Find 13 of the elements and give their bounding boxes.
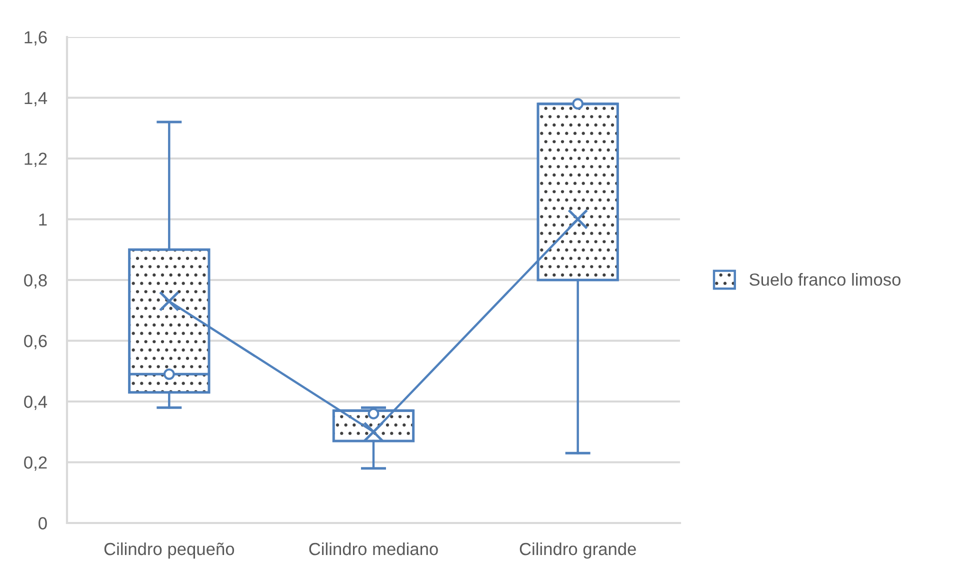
x-tick-label: Cilindro pequeño	[104, 542, 234, 559]
y-tick-label: 0,4	[24, 396, 48, 410]
y-tick-label: 1,2	[24, 152, 47, 168]
y-tick-label: 0,8	[24, 274, 47, 289]
y-tick-label: 0,6	[24, 334, 47, 350]
y-tick-label: 0	[38, 517, 47, 530]
y-tick-label: 1,4	[24, 92, 48, 106]
legend-label: Suelo franco limoso	[750, 272, 900, 286]
x-tick-label: Cilindro mediano	[309, 542, 438, 556]
y-tick-label: 1,6	[24, 31, 47, 46]
y-tick-label: 1	[39, 214, 47, 226]
x-tick-label: Cilindro grande	[520, 542, 636, 559]
y-tick-label: 0,2	[24, 456, 47, 471]
